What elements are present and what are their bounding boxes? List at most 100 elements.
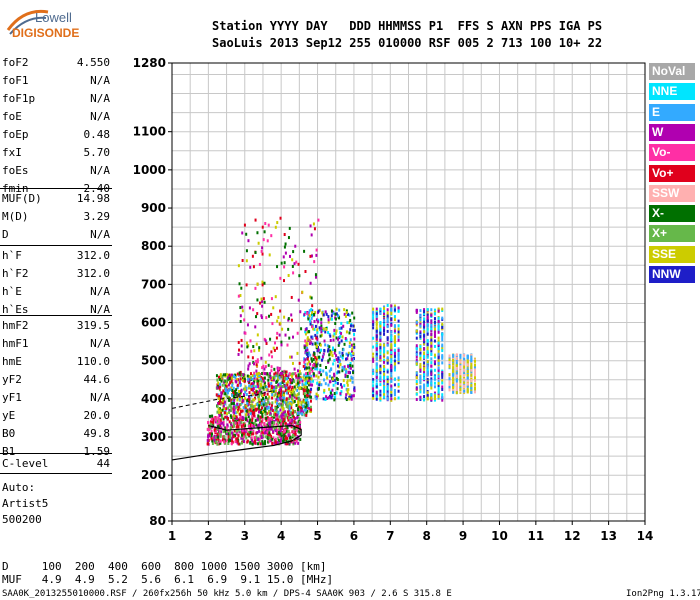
data-point <box>289 380 292 384</box>
data-point <box>426 355 429 359</box>
param-name: foF1p <box>2 92 36 105</box>
data-point <box>266 239 269 243</box>
data-point <box>306 348 309 352</box>
data-point <box>419 345 422 349</box>
data-point <box>315 336 318 340</box>
data-point <box>372 326 375 330</box>
data-point <box>261 372 264 376</box>
data-point <box>301 382 304 386</box>
data-point <box>228 379 231 383</box>
data-point <box>241 305 244 309</box>
data-point <box>279 427 282 431</box>
legend-item: SSW <box>649 184 695 202</box>
data-point <box>280 343 283 347</box>
data-point <box>234 389 237 393</box>
data-point <box>379 328 382 332</box>
y-tick-label: 200 <box>141 468 166 482</box>
data-point <box>433 310 436 314</box>
data-point <box>330 368 333 372</box>
data-point <box>307 329 310 333</box>
data-point <box>262 429 265 433</box>
data-point <box>252 398 255 402</box>
data-point <box>237 352 240 356</box>
data-point <box>331 388 334 392</box>
data-point <box>257 394 260 398</box>
data-point <box>238 418 241 422</box>
data-point <box>281 391 284 395</box>
data-point <box>344 337 347 341</box>
data-point <box>320 373 323 377</box>
data-point <box>243 439 246 443</box>
data-point <box>448 375 451 379</box>
data-point <box>310 357 313 361</box>
data-point <box>263 230 266 234</box>
data-point <box>276 417 279 421</box>
data-point <box>386 385 389 389</box>
data-point <box>263 393 266 397</box>
param-value: N/A <box>90 228 110 241</box>
data-point <box>372 336 375 340</box>
data-point <box>232 432 235 436</box>
data-point <box>283 315 286 319</box>
data-point <box>273 394 276 398</box>
data-point <box>234 406 237 410</box>
param-value: N/A <box>90 303 110 316</box>
data-point <box>221 421 224 425</box>
data-point <box>379 346 382 350</box>
data-point <box>291 372 294 376</box>
data-point <box>299 437 302 441</box>
data-point <box>247 403 250 407</box>
data-point <box>308 309 311 313</box>
data-point <box>242 399 245 403</box>
data-point <box>247 431 250 435</box>
data-point <box>315 360 318 364</box>
data-point <box>348 331 351 335</box>
data-point <box>441 385 444 389</box>
data-point <box>234 392 237 396</box>
data-point <box>274 295 277 299</box>
data-point <box>390 346 393 350</box>
data-point <box>372 313 375 317</box>
data-point <box>246 374 249 378</box>
data-point <box>419 330 422 334</box>
data-point <box>426 393 429 397</box>
data-point <box>238 379 241 383</box>
data-point <box>256 333 259 337</box>
data-point <box>419 324 422 328</box>
param-row: B0 49.8 <box>2 427 110 442</box>
data-point <box>276 420 279 424</box>
data-point <box>276 392 279 396</box>
data-point <box>340 339 343 343</box>
data-point <box>304 366 307 370</box>
data-point <box>448 382 451 386</box>
data-point <box>257 398 260 402</box>
data-point <box>271 441 274 445</box>
data-point <box>282 406 285 410</box>
data-point <box>256 382 259 386</box>
data-point <box>330 309 333 313</box>
data-point <box>426 353 429 357</box>
data-point <box>307 388 310 392</box>
data-point <box>288 397 291 401</box>
data-point <box>452 388 455 392</box>
data-point <box>437 352 440 356</box>
data-point <box>351 311 354 315</box>
data-point <box>229 404 232 408</box>
data-point <box>259 301 262 305</box>
data-point <box>426 332 429 336</box>
data-point <box>281 327 284 331</box>
data-point <box>312 222 315 226</box>
data-point <box>386 392 389 396</box>
data-point <box>303 394 306 398</box>
param-row: D N/A <box>2 228 110 243</box>
data-point <box>296 423 299 427</box>
data-point <box>248 306 251 310</box>
data-point <box>286 391 289 395</box>
data-point <box>297 441 300 445</box>
data-point <box>327 396 330 400</box>
data-point <box>238 430 241 434</box>
data-point <box>281 395 284 399</box>
data-point <box>251 438 254 442</box>
data-point <box>338 336 341 340</box>
data-point <box>238 390 241 394</box>
